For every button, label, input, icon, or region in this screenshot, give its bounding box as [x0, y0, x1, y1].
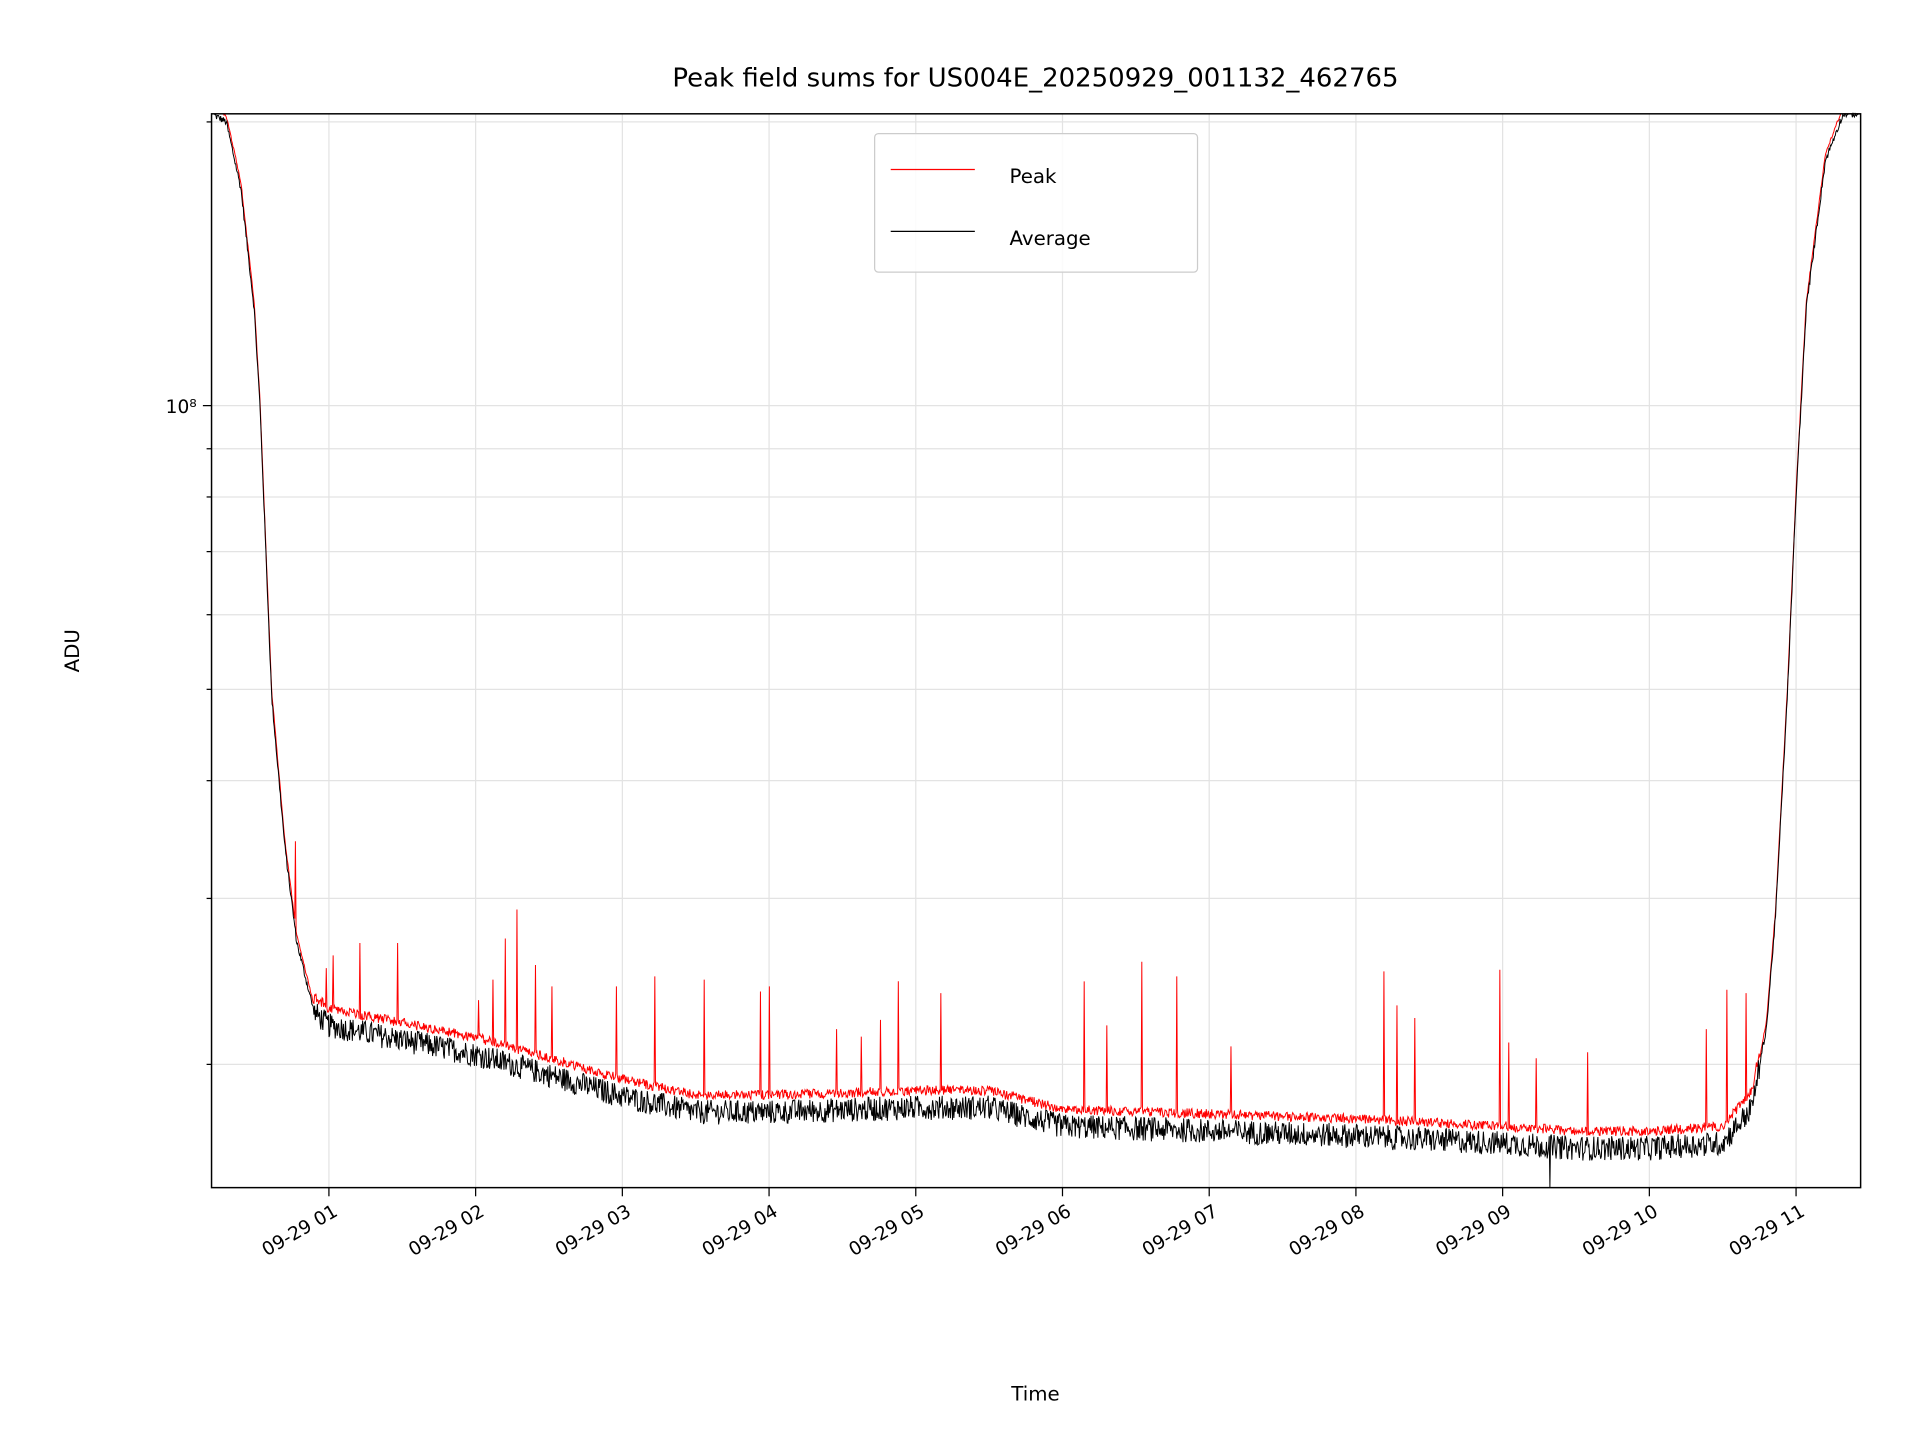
x-tick-label: 09-29 02 — [405, 1201, 488, 1261]
x-axis-label: Time — [1010, 1382, 1059, 1405]
y-axis-label: ADU — [61, 629, 84, 672]
x-tick-label: 09-29 03 — [552, 1201, 635, 1261]
x-tick-label: 09-29 04 — [699, 1201, 782, 1261]
y-tick-label: 10⁸ — [166, 397, 197, 418]
x-tick-label: 09-29 10 — [1579, 1201, 1662, 1261]
plot-area — [214, 111, 1862, 1188]
average-series-line — [214, 111, 1862, 1188]
chart-title: Peak field sums for US004E_20250929_0011… — [672, 64, 1398, 94]
axes-frame — [210, 113, 1862, 1189]
legend-peak-label: Peak — [1009, 165, 1057, 188]
peak-series-line — [214, 113, 1861, 1137]
x-tick-label: 09-29 08 — [1286, 1201, 1369, 1261]
x-tick-label: 09-29 09 — [1432, 1201, 1515, 1261]
legend-box — [874, 132, 1199, 273]
grid — [211, 113, 1861, 1188]
x-tick-label: 09-29 06 — [992, 1201, 1075, 1261]
x-tick-label: 09-29 11 — [1726, 1201, 1809, 1261]
legend-average-label: Average — [1009, 227, 1090, 250]
x-tick-label: 09-29 05 — [845, 1201, 928, 1261]
legend: Peak Average — [874, 132, 1199, 273]
x-tick-label: 09-29 07 — [1139, 1201, 1222, 1261]
x-tick-label: 09-29 01 — [259, 1201, 342, 1261]
